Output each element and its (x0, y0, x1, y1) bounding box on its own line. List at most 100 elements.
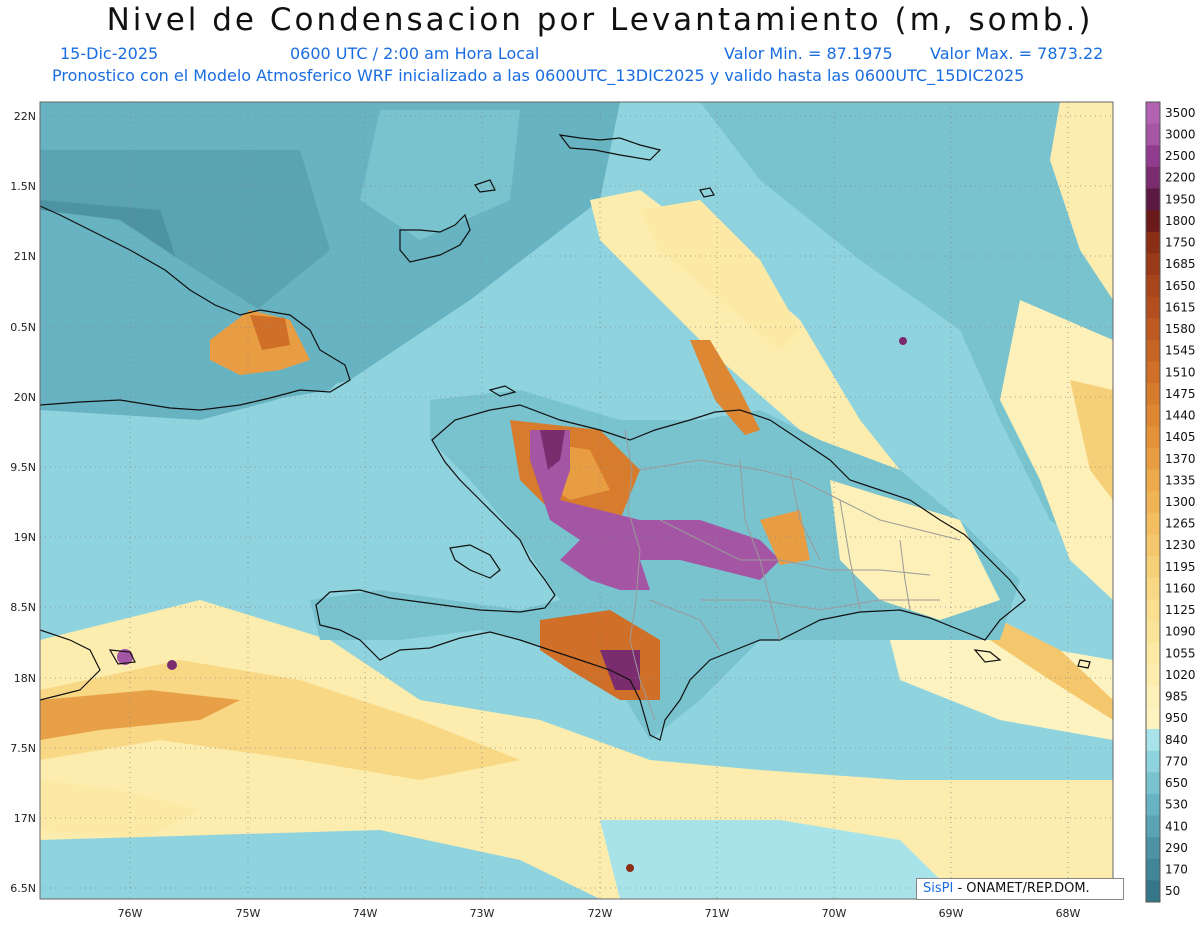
lat-tick-label: 6.5N (10, 882, 36, 895)
legend-label: 530 (1165, 798, 1188, 812)
latitude-axis: 22N 1.5N 21N 0.5N 20N 9.5N 19N 8.5N 18N … (10, 110, 36, 895)
lon-tick-label: 72W (588, 907, 613, 920)
legend-swatch (1146, 620, 1160, 644)
lat-tick-label: 0.5N (10, 321, 36, 334)
legend-swatch (1146, 556, 1160, 579)
legend-label: 1335 (1165, 473, 1196, 487)
legend-label: 1685 (1165, 257, 1196, 271)
legend-swatch (1146, 426, 1160, 449)
legend-swatch (1146, 858, 1160, 881)
legend-swatch (1146, 750, 1160, 773)
forecast-time: 0600 UTC / 2:00 am Hora Local (290, 44, 540, 63)
legend-label: 985 (1165, 690, 1188, 704)
legend-swatch (1146, 339, 1160, 362)
longitude-axis: 76W 75W 74W 73W 72W 71W 70W 69W 68W (118, 907, 1081, 920)
shaded-field (40, 102, 1113, 899)
legend-swatch (1146, 145, 1160, 168)
min-value: Valor Min. = 87.1975 (724, 44, 893, 63)
legend-swatch (1146, 274, 1160, 298)
legend-label: 1020 (1165, 668, 1196, 682)
legend-label: 1580 (1165, 322, 1196, 336)
legend-frame (1145, 101, 1161, 903)
legend-label: 3500 (1165, 106, 1196, 120)
legend-label: 1950 (1165, 192, 1196, 206)
legend-swatch (1146, 642, 1160, 665)
legend-label: 410 (1165, 819, 1188, 833)
color-legend: 3500 3000 2500 2200 1950 1800 1750 1685 1650 1615… (1145, 101, 1196, 903)
credit-org: - ONAMET/REP.DOM. (957, 881, 1090, 896)
andros-island (399, 213, 471, 263)
lat-tick-label: 18N (14, 672, 36, 685)
legend-swatch (1146, 123, 1160, 146)
lat-tick-label: 19N (14, 531, 36, 544)
lon-tick-label: 70W (822, 907, 847, 920)
legend-swatch (1146, 837, 1160, 860)
lon-tick-label: 69W (939, 907, 964, 920)
legend-label: 840 (1165, 733, 1188, 747)
lon-tick-label: 71W (705, 907, 730, 920)
legend-label: 650 (1165, 776, 1188, 790)
legend-label: 1750 (1165, 236, 1196, 250)
legend-swatch (1146, 793, 1160, 817)
legend-swatch (1146, 318, 1160, 341)
legend-label: 2500 (1165, 149, 1196, 163)
legend-label: 1475 (1165, 387, 1196, 401)
legend-swatch (1146, 253, 1160, 276)
legend-swatch (1146, 534, 1160, 557)
lat-tick-label: 22N (14, 110, 36, 123)
legend-swatch (1146, 188, 1160, 211)
legend-label: 1055 (1165, 646, 1196, 660)
legend-label: 1090 (1165, 625, 1196, 639)
legend-label: 1300 (1165, 495, 1196, 509)
forecast-date: 15-Dic-2025 (60, 44, 159, 63)
cuba-coast (40, 205, 351, 411)
legend-label: 1545 (1165, 344, 1196, 358)
legend-swatch (1146, 685, 1160, 708)
jamaica-coast (40, 629, 101, 701)
legend-swatch (1146, 664, 1160, 687)
legend-label: 290 (1165, 841, 1188, 855)
legend-label: 2200 (1165, 171, 1196, 185)
legend-swatch (1146, 447, 1160, 471)
legend-label: 950 (1165, 711, 1188, 725)
lat-tick-label: 21N (14, 250, 36, 263)
lat-tick-label: 17N (14, 812, 36, 825)
legend-swatch (1146, 469, 1160, 492)
legend-label: 1650 (1165, 279, 1196, 293)
legend-swatch (1146, 404, 1160, 427)
lon-tick-label: 74W (353, 907, 378, 920)
lat-tick-label: 1.5N (10, 180, 36, 193)
legend-label: 170 (1165, 863, 1188, 877)
legend-swatch (1146, 577, 1160, 600)
lat-tick-label: 20N (14, 391, 36, 404)
legend-swatch (1146, 102, 1160, 125)
legend-swatch (1146, 815, 1160, 838)
legend-swatch (1146, 361, 1160, 384)
lat-tick-label: 7.5N (10, 742, 36, 755)
legend-label: 1125 (1165, 603, 1196, 617)
legend-swatch (1146, 491, 1160, 514)
max-value: Valor Max. = 7873.22 (930, 44, 1104, 63)
legend-label: 50 (1165, 884, 1180, 898)
legend-swatch (1146, 210, 1160, 233)
legend-swatch (1146, 296, 1160, 319)
lon-tick-label: 75W (236, 907, 261, 920)
lon-tick-label: 73W (470, 907, 495, 920)
map-title: Nivel de Condensacion por Levantamiento … (106, 2, 1094, 38)
legend-swatch (1146, 707, 1160, 730)
hispaniola-coast (315, 404, 1026, 741)
lat-tick-label: 9.5N (10, 461, 36, 474)
sispi-logo: SisPI (923, 881, 954, 896)
bahamas-islands (558, 134, 662, 161)
credit-box: SisPI - ONAMET/REP.DOM. (916, 878, 1124, 900)
lat-tick-label: 8.5N (10, 601, 36, 614)
legend-swatch (1146, 729, 1160, 752)
legend-label: 3000 (1165, 127, 1196, 141)
legend-label: 1615 (1165, 300, 1196, 314)
legend-swatch (1146, 880, 1160, 903)
coastlines (40, 134, 1091, 741)
legend-swatch (1146, 383, 1160, 406)
lon-tick-label: 68W (1056, 907, 1081, 920)
province-borders (624, 429, 961, 721)
legend-label: 770 (1165, 754, 1188, 768)
